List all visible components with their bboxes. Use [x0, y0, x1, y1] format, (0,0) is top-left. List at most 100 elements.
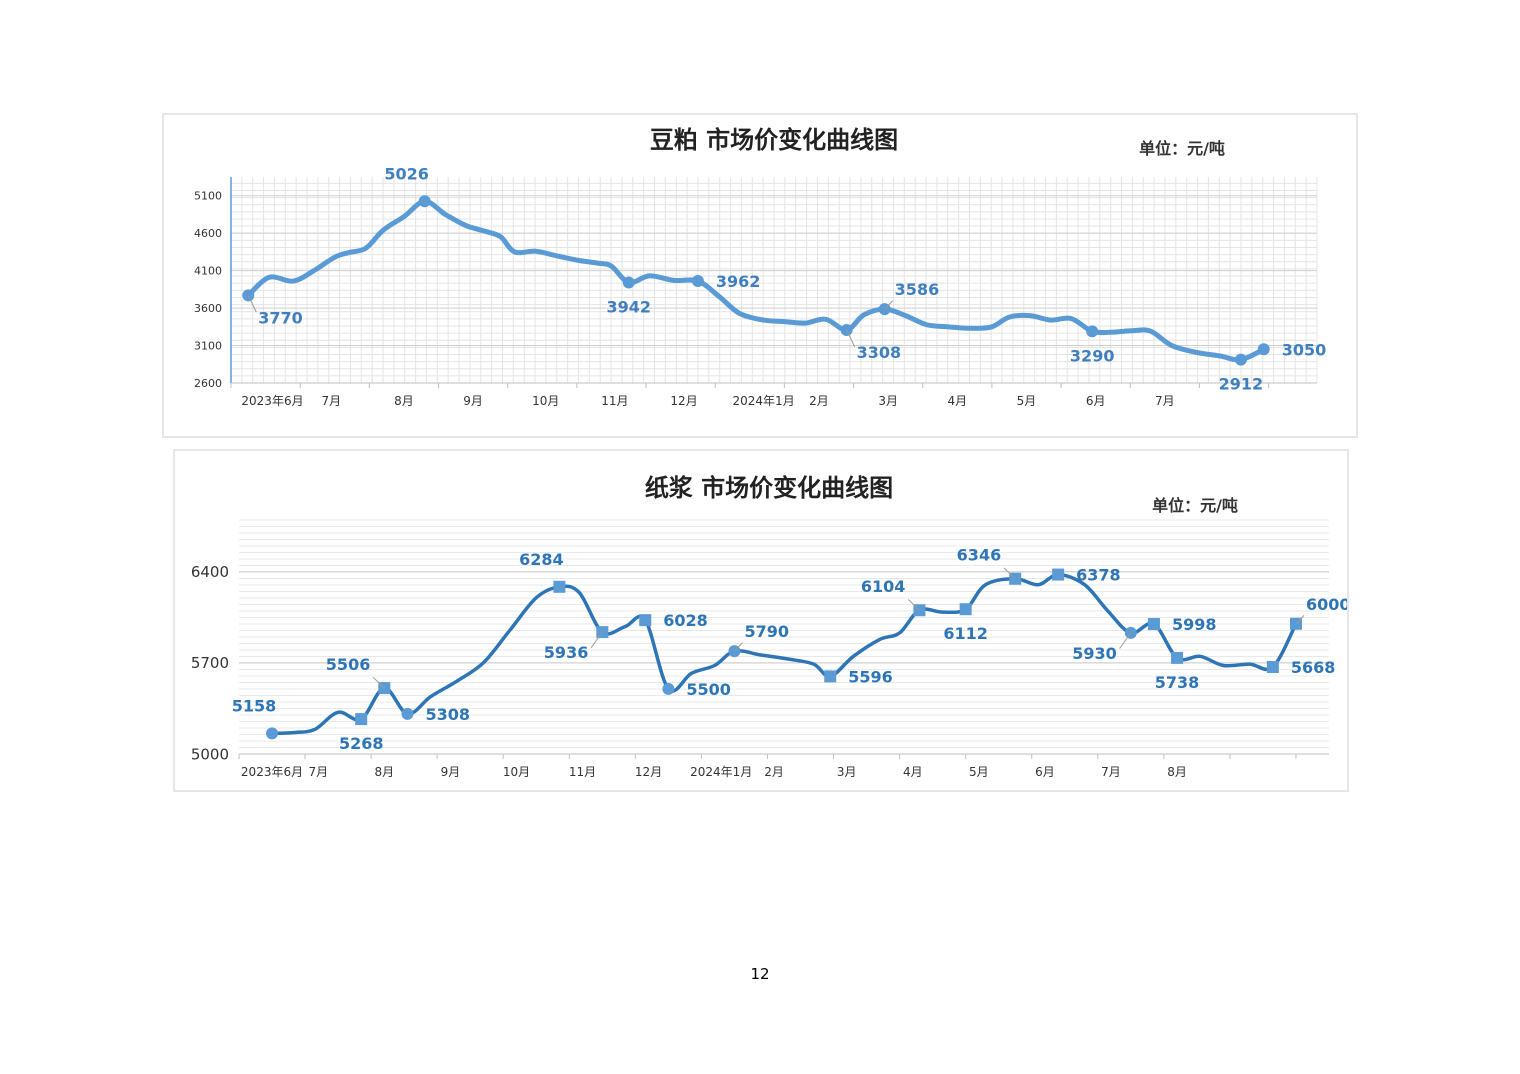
x-tick-label: 2月 [764, 765, 784, 779]
x-tick-label: 7月 [1155, 394, 1175, 408]
data-label: 5790 [744, 622, 789, 641]
unit-label: 单位：元/吨 [1152, 496, 1238, 515]
y-tick-label: 5100 [194, 190, 222, 203]
series-line [245, 198, 1267, 363]
soymeal-price-chart: 豆粕 市场价变化曲线图 单位：元/吨 2600 3100 3600 4100 4600 510… [162, 113, 1358, 438]
x-tick-label: 10月 [532, 394, 559, 408]
x-tick-label: 9月 [463, 394, 483, 408]
data-label: 5738 [1155, 673, 1200, 692]
data-point-marker [840, 323, 853, 336]
y-tick-label: 4600 [194, 227, 222, 240]
x-tick-label: 3月 [837, 765, 857, 779]
y-tick-label: 3600 [194, 302, 222, 315]
x-tick-label: 6月 [1086, 394, 1106, 408]
data-point-marker [622, 276, 635, 289]
x-tick-label: 2月 [809, 394, 829, 408]
data-label: 5936 [544, 643, 589, 662]
x-tick-label: 12月 [670, 394, 697, 408]
data-label-leader [372, 676, 385, 689]
x-tick-label: 8月 [375, 765, 395, 779]
series-line [270, 572, 1298, 736]
data-label: 3290 [1070, 346, 1115, 365]
unit-label: 单位：元/吨 [1139, 139, 1225, 158]
y-tick-label: 5700 [191, 654, 229, 672]
data-label: 6000 [1306, 595, 1347, 614]
data-label-leader [1295, 615, 1305, 625]
data-label: 3308 [857, 343, 902, 362]
data-label: 3050 [1282, 340, 1327, 359]
data-label: 6284 [519, 550, 564, 569]
data-label: 3962 [716, 272, 761, 291]
data-label-leader [1119, 632, 1132, 649]
data-point-marker [355, 713, 368, 726]
data-label: 5668 [1291, 658, 1336, 677]
data-label: 5026 [384, 164, 429, 183]
data-point-marker [1086, 325, 1099, 338]
data-point-marker [1257, 343, 1270, 356]
data-label: 5930 [1072, 644, 1117, 663]
page-number: 12 [750, 965, 770, 983]
x-tick-label: 5月 [969, 765, 989, 779]
x-tick-label: 8月 [394, 394, 414, 408]
soymeal-chart-svg: 豆粕 市场价变化曲线图 单位：元/吨 2600 3100 3600 4100 4600 510… [194, 126, 1327, 408]
data-label: 3586 [895, 280, 940, 299]
gridlines [230, 177, 1318, 384]
data-point-marker [1052, 568, 1065, 581]
x-tick-label: 12月 [635, 765, 662, 779]
x-tick-label: 8月 [1167, 765, 1187, 779]
data-label: 2912 [1219, 375, 1264, 394]
chart-title: 豆粕 市场价变化曲线图 [650, 126, 898, 154]
data-point-marker [418, 195, 431, 208]
data-label: 5506 [326, 655, 371, 674]
x-tick-label: 7月 [1101, 765, 1121, 779]
x-tick-label: 4月 [947, 394, 967, 408]
data-label: 6378 [1076, 566, 1121, 585]
data-label-leader [734, 642, 743, 652]
y-tick-label: 5000 [191, 745, 229, 763]
data-label: 5596 [848, 667, 893, 686]
pulp-price-chart: 纸浆 市场价变化曲线图单位：元/吨 5000 5700 6400 2023年6月 7月 8月… [173, 449, 1349, 792]
x-tick-label: 4月 [903, 765, 923, 779]
chart-title: 纸浆 市场价变化曲线图 [645, 474, 893, 502]
data-label: 3942 [606, 297, 651, 316]
y-tick-label: 6400 [191, 563, 229, 581]
x-tick-label: 2023年6月 [241, 765, 303, 779]
data-point-marker [959, 603, 972, 616]
x-tick-label: 6月 [1035, 765, 1055, 779]
data-label-leader [590, 631, 603, 649]
x-tick-label: 7月 [308, 765, 328, 779]
data-point-marker [1266, 661, 1279, 674]
x-tick-label: 9月 [441, 765, 461, 779]
data-point-marker [824, 670, 837, 683]
data-point-marker [691, 274, 704, 287]
data-label: 6112 [943, 624, 988, 643]
data-label: 5268 [339, 734, 384, 753]
data-label: 6028 [663, 611, 708, 630]
x-tick-label: 7月 [321, 394, 341, 408]
data-label: 6346 [957, 546, 1002, 565]
data-label: 6104 [861, 577, 906, 596]
data-point-marker [401, 707, 414, 720]
data-label-leader [846, 329, 856, 347]
x-tick-label: 5月 [1017, 394, 1037, 408]
data-label: 5158 [232, 696, 277, 715]
x-tick-label: 3月 [878, 394, 898, 408]
data-label: 5500 [686, 680, 731, 699]
data-point-marker [553, 580, 566, 593]
data-label: 5308 [425, 705, 470, 724]
data-point-marker [662, 682, 675, 695]
data-label-leader [247, 295, 257, 313]
x-tick-label: 2024年1月 [690, 765, 752, 779]
data-label-leader [907, 599, 920, 611]
x-tick-label: 11月 [569, 765, 596, 779]
data-label: 3770 [258, 308, 303, 327]
x-tick-label: 2023年6月 [241, 394, 303, 408]
data-label: 5998 [1172, 615, 1217, 634]
x-tick-label: 11月 [601, 394, 628, 408]
y-tick-label: 3100 [194, 339, 222, 352]
y-tick-label: 2600 [194, 377, 222, 390]
x-tick-label: 2024年1月 [733, 394, 795, 408]
data-label-leader [884, 300, 894, 310]
data-point-marker [1234, 353, 1247, 366]
